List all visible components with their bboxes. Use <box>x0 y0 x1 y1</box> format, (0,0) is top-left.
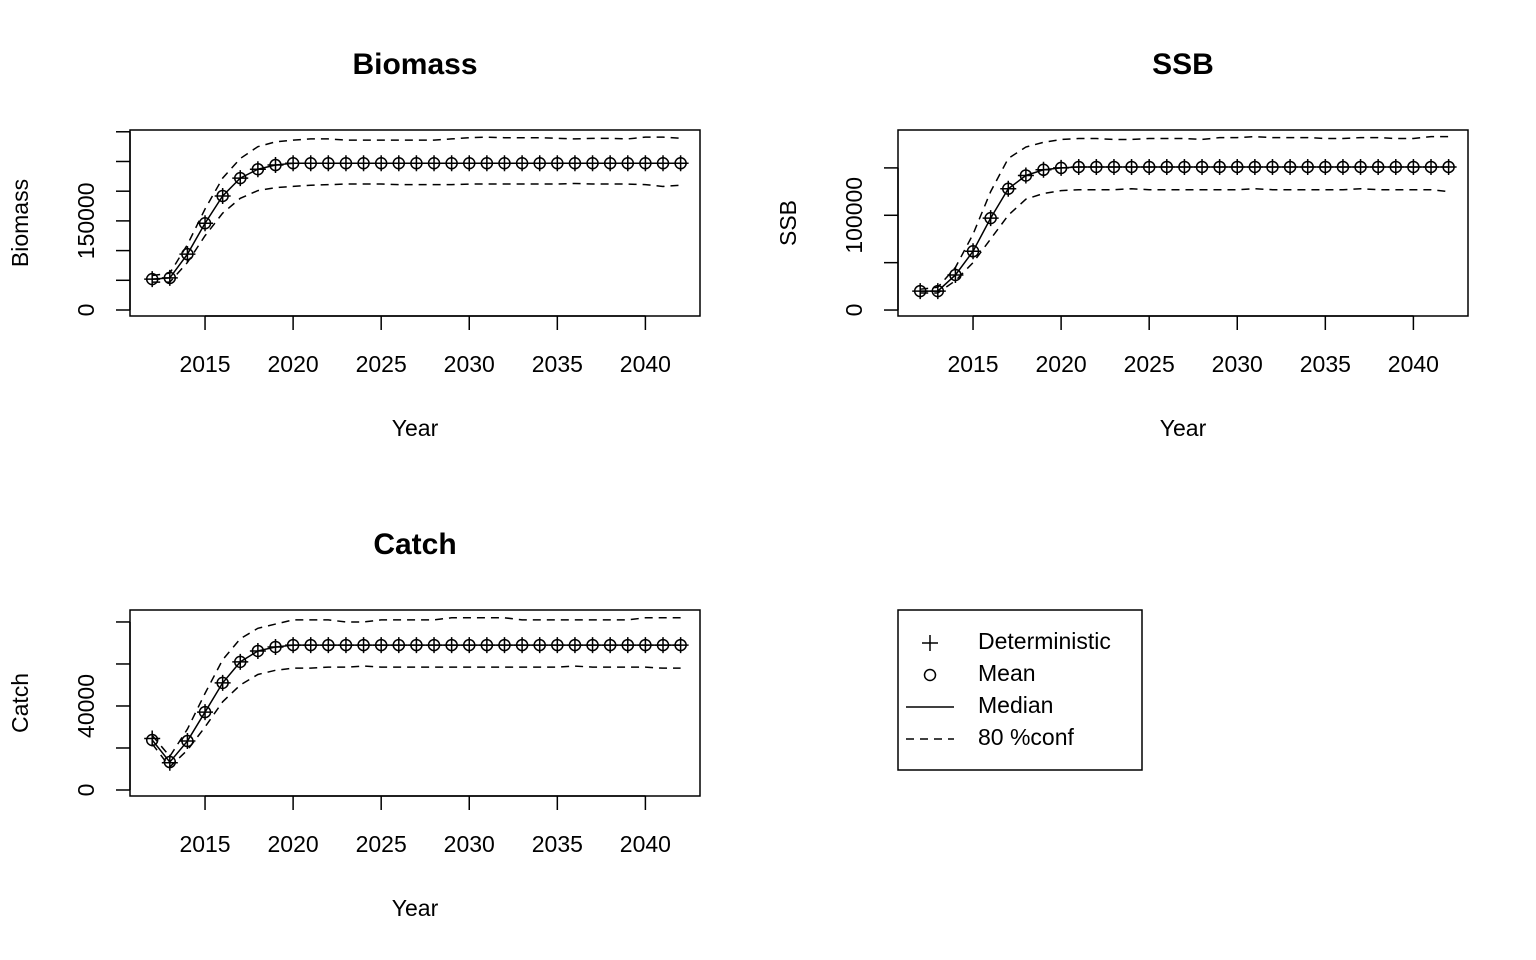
y-tick-label: 100000 <box>841 177 867 254</box>
mean-point <box>984 211 997 225</box>
legend-label: 80 %conf <box>978 724 1075 750</box>
chart-title: Biomass <box>352 48 477 81</box>
x-axis-title: Year <box>392 895 439 921</box>
legend-circle <box>923 668 937 682</box>
x-tick-label: 2035 <box>1300 351 1351 377</box>
x-tick-label: 2025 <box>356 831 407 857</box>
x-tick-label: 2020 <box>268 831 319 857</box>
x-tick-label: 2030 <box>444 351 495 377</box>
x-axis-title: Year <box>1160 415 1207 441</box>
y-tick-label: 0 <box>73 304 99 317</box>
mean-point <box>181 247 194 261</box>
x-tick-label: 2015 <box>179 351 230 377</box>
x-tick-label: 2025 <box>1124 351 1175 377</box>
x-tick-label: 2040 <box>1388 351 1439 377</box>
x-tick-label: 2035 <box>532 351 583 377</box>
conf-line <box>151 617 681 758</box>
chart-title: Catch <box>373 528 456 561</box>
legend-box <box>897 609 1143 771</box>
median-line <box>920 166 1449 292</box>
x-tick-label: 2030 <box>444 831 495 857</box>
plot-box <box>129 609 701 797</box>
x-tick-label: 2020 <box>268 351 319 377</box>
x-axis-title: Year <box>392 415 439 441</box>
mean-point <box>145 733 159 747</box>
x-tick-label: 2015 <box>947 351 998 377</box>
mean-point <box>234 655 247 669</box>
chart-title: SSB <box>1152 48 1214 81</box>
conf-line <box>152 182 681 283</box>
y-tick-label: 40000 <box>73 674 99 738</box>
conf-line <box>152 136 681 277</box>
x-tick-label: 2015 <box>179 831 230 857</box>
mean-point <box>216 189 229 203</box>
x-tick-label: 2035 <box>532 831 583 857</box>
conf-line <box>920 135 1449 290</box>
y-tick-label: 0 <box>841 304 867 317</box>
mean-point <box>198 705 212 719</box>
x-tick-label: 2025 <box>356 351 407 377</box>
x-tick-label: 2040 <box>620 351 671 377</box>
mean-point <box>251 644 265 658</box>
median-line <box>152 162 681 280</box>
mean-point <box>181 734 194 748</box>
mean-point <box>234 171 247 185</box>
median-line <box>151 644 681 764</box>
legend-label: Median <box>978 692 1053 718</box>
mean-point <box>198 217 212 230</box>
y-axis-title: Catch <box>7 673 33 733</box>
x-tick-label: 2030 <box>1212 351 1263 377</box>
x-tick-label: 2040 <box>620 831 671 857</box>
legend-label: Deterministic <box>978 628 1111 654</box>
y-axis-title: SSB <box>775 200 801 246</box>
mean-point <box>251 162 265 176</box>
plot-box <box>897 129 1469 317</box>
x-tick-label: 2020 <box>1036 351 1087 377</box>
conf-line <box>920 187 1449 294</box>
conf-line <box>151 665 681 769</box>
y-tick-label: 150000 <box>73 183 99 260</box>
mean-point <box>1002 182 1015 195</box>
mean-point <box>1019 169 1033 182</box>
y-axis-title: Biomass <box>7 179 33 267</box>
mean-point <box>216 676 229 690</box>
mean-point <box>966 245 980 258</box>
legend-label: Mean <box>978 660 1036 686</box>
y-tick-label: 0 <box>73 784 99 797</box>
